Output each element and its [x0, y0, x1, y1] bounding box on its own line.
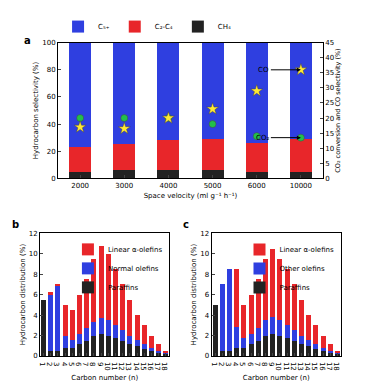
svg-text:40: 40: [47, 121, 56, 129]
svg-text:13: 13: [296, 362, 304, 371]
svg-text:10: 10: [274, 362, 282, 371]
svg-text:6: 6: [205, 291, 210, 299]
svg-text:30: 30: [325, 84, 334, 92]
svg-text:2: 2: [217, 362, 225, 366]
svg-text:13: 13: [124, 362, 132, 371]
svg-text:4: 4: [60, 362, 68, 367]
svg-text:16: 16: [318, 362, 326, 371]
svg-text:Hydrocarbon selectivity (%): Hydrocarbon selectivity (%): [32, 62, 40, 160]
svg-text:4: 4: [33, 312, 38, 320]
svg-text:Other olefins: Other olefins: [279, 265, 324, 273]
svg-text:14: 14: [303, 362, 311, 371]
svg-text:9: 9: [267, 362, 275, 366]
svg-text:12: 12: [289, 362, 297, 371]
svg-text:6: 6: [246, 362, 254, 367]
svg-text:7: 7: [81, 362, 89, 366]
svg-text:17: 17: [325, 362, 333, 371]
svg-text:CH₄: CH₄: [218, 23, 231, 31]
svg-text:2: 2: [33, 332, 37, 340]
svg-text:0: 0: [51, 175, 55, 183]
svg-text:17: 17: [153, 362, 161, 371]
svg-text:5: 5: [325, 160, 329, 168]
svg-text:15: 15: [325, 130, 334, 138]
svg-text:4: 4: [231, 362, 239, 367]
svg-text:35: 35: [325, 69, 334, 77]
svg-text:3: 3: [52, 362, 60, 366]
svg-text:Paraffins: Paraffins: [108, 284, 139, 292]
svg-text:18: 18: [160, 362, 168, 371]
svg-text:Carbon number (n): Carbon number (n): [71, 374, 138, 382]
svg-text:45: 45: [325, 39, 334, 47]
svg-text:5: 5: [67, 362, 75, 366]
svg-text:CO: CO: [258, 66, 269, 74]
svg-text:Linear α-olefins: Linear α-olefins: [279, 246, 334, 254]
svg-text:0: 0: [205, 352, 209, 360]
svg-text:2: 2: [205, 332, 209, 340]
svg-text:11: 11: [110, 362, 118, 371]
svg-text:15: 15: [310, 362, 318, 371]
svg-text:12: 12: [29, 230, 38, 238]
svg-text:0: 0: [33, 352, 37, 360]
svg-text:Hydrocarbon distribution (%): Hydrocarbon distribution (%): [19, 244, 27, 346]
svg-text:16: 16: [146, 362, 154, 371]
svg-text:Paraffins: Paraffins: [279, 284, 310, 292]
svg-text:0: 0: [325, 175, 329, 183]
svg-text:100: 100: [42, 39, 55, 47]
svg-text:3: 3: [224, 362, 232, 366]
svg-text:5000: 5000: [204, 182, 222, 190]
svg-text:14: 14: [132, 362, 140, 371]
svg-text:Linear α-olefins: Linear α-olefins: [108, 246, 163, 254]
svg-text:5: 5: [238, 362, 246, 366]
svg-text:12: 12: [200, 230, 209, 238]
svg-text:8: 8: [33, 271, 37, 279]
svg-text:10: 10: [325, 145, 334, 153]
svg-text:Hydrocarbon distribution (%): Hydrocarbon distribution (%): [190, 244, 198, 346]
svg-text:2000: 2000: [71, 182, 89, 190]
svg-text:80: 80: [47, 66, 56, 74]
svg-text:Carbon number (n): Carbon number (n): [243, 374, 310, 382]
svg-text:4: 4: [205, 312, 210, 320]
svg-text:C₂-C₄: C₂-C₄: [155, 23, 173, 31]
svg-text:10: 10: [200, 250, 209, 258]
svg-text:3000: 3000: [115, 182, 133, 190]
svg-text:4000: 4000: [160, 182, 178, 190]
svg-text:12: 12: [117, 362, 125, 371]
svg-text:1: 1: [38, 362, 46, 366]
svg-text:CO₂ conversion and CO selectiv: CO₂ conversion and CO selectivity (%): [334, 48, 342, 172]
svg-text:10: 10: [103, 362, 111, 371]
svg-text:40: 40: [325, 54, 334, 62]
svg-text:15: 15: [139, 362, 147, 371]
svg-text:8: 8: [205, 271, 209, 279]
svg-text:20: 20: [325, 115, 334, 123]
svg-text:Normal olefins: Normal olefins: [108, 265, 159, 273]
svg-text:C₅₊: C₅₊: [98, 23, 110, 31]
svg-text:6: 6: [33, 291, 38, 299]
svg-text:20: 20: [47, 148, 56, 156]
svg-text:25: 25: [325, 99, 334, 107]
svg-text:10000: 10000: [290, 182, 312, 190]
svg-text:18: 18: [332, 362, 340, 371]
svg-text:a: a: [24, 35, 31, 46]
svg-text:6: 6: [74, 362, 82, 367]
svg-text:Space velocity (ml g⁻¹ h⁻¹): Space velocity (ml g⁻¹ h⁻¹): [144, 192, 238, 200]
svg-text:c: c: [183, 219, 189, 230]
svg-text:60: 60: [47, 93, 56, 101]
svg-text:11: 11: [282, 362, 290, 371]
svg-text:6000: 6000: [248, 182, 266, 190]
svg-text:8: 8: [88, 362, 96, 366]
svg-text:7: 7: [253, 362, 261, 366]
svg-text:9: 9: [96, 362, 104, 366]
svg-text:b: b: [12, 219, 19, 230]
svg-text:1: 1: [210, 362, 218, 366]
svg-text:2: 2: [45, 362, 53, 366]
svg-text:10: 10: [29, 250, 38, 258]
svg-text:8: 8: [260, 362, 268, 366]
svg-text:CO₂: CO₂: [256, 134, 269, 142]
